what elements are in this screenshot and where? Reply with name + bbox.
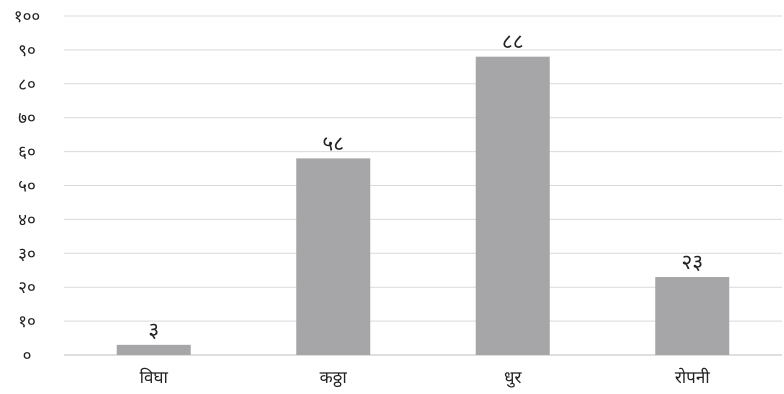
x-tick-label-4: रोपनी: [675, 367, 710, 388]
gridlines: [64, 15, 782, 356]
x-tick-label-2: कठ्ठा: [320, 368, 348, 388]
data-label-2: ५८: [322, 131, 344, 155]
data-labels: ३ ५८ ८८ २३: [148, 30, 703, 342]
data-label-4: २३: [681, 250, 703, 274]
y-tick-label: २०: [18, 278, 36, 298]
y-tick-label: ४०: [18, 210, 36, 230]
y-tick-label: ३०: [18, 244, 36, 264]
bar-3: [475, 56, 550, 356]
data-label-3: ८८: [502, 30, 524, 54]
bar-1: [116, 344, 191, 355]
y-tick-label: १०: [18, 312, 36, 332]
y-tick-label: १००: [14, 7, 41, 27]
y-tick-label: ८०: [18, 75, 36, 95]
y-tick-label: ९०: [18, 41, 36, 61]
bar-2: [296, 158, 371, 355]
y-tick-label: ५०: [18, 177, 36, 197]
y-tick-label: ७०: [18, 109, 36, 129]
y-tick-label: ६०: [18, 143, 36, 163]
x-tick-label-1: विघा: [140, 367, 169, 388]
y-tick-label: ०: [23, 346, 32, 366]
data-label-1: ३: [148, 318, 159, 342]
bars: [116, 56, 730, 356]
x-tick-label-3: धुर: [504, 368, 522, 388]
bar-4: [655, 277, 730, 355]
x-axis-tick-labels: विघा कठ्ठा धुर रोपनी: [140, 367, 711, 388]
y-axis-tick-labels: ० १० २० ३० ४० ५० ६० ७० ८० ९० १००: [14, 7, 41, 366]
